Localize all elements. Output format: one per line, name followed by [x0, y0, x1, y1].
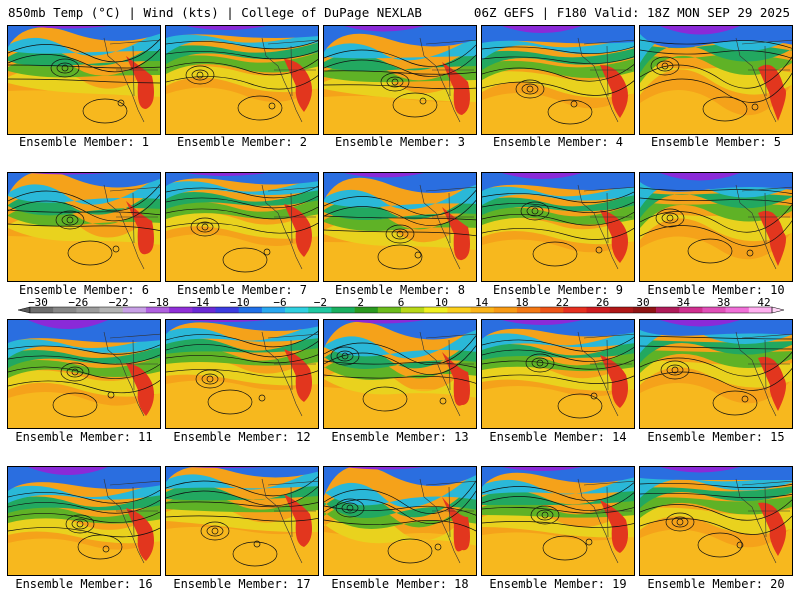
colorbar-segment	[493, 307, 518, 313]
colorbar-tick-label: 6	[397, 296, 405, 309]
colorbar-tick-label: −18	[149, 296, 169, 309]
colorbar-tick-label: 22	[555, 296, 569, 309]
ensemble-member-caption: Ensemble Member: 7	[176, 283, 308, 297]
colorbar-tick-label: 42	[757, 296, 771, 309]
colorbar-segment	[748, 307, 773, 313]
colorbar-segment	[169, 307, 193, 313]
ensemble-map-panel	[165, 319, 319, 429]
colorbar-segment	[122, 307, 147, 313]
ensemble-member-caption: Ensemble Member: 10	[647, 283, 785, 297]
ensemble-member-caption: Ensemble Member: 12	[173, 430, 311, 444]
colorbar-segment	[285, 307, 309, 313]
colorbar-segment	[447, 307, 471, 313]
colorbar-segment	[145, 307, 170, 313]
colorbar-segment	[424, 307, 448, 313]
ensemble-map-panel	[639, 172, 793, 282]
colorbar-segment	[586, 307, 610, 313]
colorbar-segment	[53, 307, 77, 313]
colorbar-tick-label: −6	[273, 296, 287, 309]
colorbar-tick-label: 38	[717, 296, 731, 309]
colorbar-segment	[354, 307, 379, 313]
colorbar-segment	[702, 307, 726, 313]
ensemble-map-panel	[323, 466, 477, 576]
temperature-colorbar	[17, 306, 785, 314]
header-right-title: 06Z GEFS | F180 Valid: 18Z MON SEP 29 20…	[473, 5, 790, 20]
colorbar-tick-label: 18	[515, 296, 529, 309]
colorbar-tick-label: −10	[229, 296, 250, 309]
colorbar-outline	[29, 306, 773, 314]
colorbar-segment	[540, 307, 564, 313]
ensemble-map-panel	[165, 466, 319, 576]
colorbar-segment	[261, 307, 286, 313]
colorbar-segment	[656, 307, 680, 313]
colorbar-tick-label: 14	[475, 296, 489, 309]
ensemble-member-caption: Ensemble Member: 6	[18, 283, 150, 297]
ensemble-map-panel	[323, 172, 477, 282]
ensemble-map-panel	[7, 25, 161, 135]
colorbar-tick-label: 30	[636, 296, 650, 309]
colorbar-segment	[679, 307, 703, 313]
colorbar-tick-label: −22	[108, 296, 129, 309]
ensemble-member-caption: Ensemble Member: 4	[492, 135, 624, 149]
colorbar-segment	[632, 307, 657, 313]
ensemble-map-panel	[7, 172, 161, 282]
ensemble-member-caption: Ensemble Member: 17	[173, 577, 311, 591]
ensemble-map-panel	[481, 466, 635, 576]
colorbar-tick-label: 10	[434, 296, 448, 309]
ensemble-map-panel	[165, 172, 319, 282]
colorbar-segment	[563, 307, 587, 313]
ensemble-map-panel	[639, 25, 793, 135]
ensemble-map-panel	[481, 172, 635, 282]
colorbar-segment	[192, 307, 216, 313]
colorbar-max-arrow	[771, 306, 785, 314]
ensemble-member-caption: Ensemble Member: 11	[15, 430, 153, 444]
colorbar-tick-label: −30	[28, 296, 48, 309]
ensemble-map-panel	[323, 319, 477, 429]
ensemble-member-caption: Ensemble Member: 1	[18, 135, 150, 149]
ensemble-member-caption: Ensemble Member: 18	[331, 577, 469, 591]
colorbar-tick-label: 34	[676, 296, 690, 309]
ensemble-member-caption: Ensemble Member: 16	[15, 577, 153, 591]
colorbar-segment	[331, 307, 355, 313]
colorbar-segment	[377, 307, 402, 313]
ensemble-map-panel	[639, 319, 793, 429]
ensemble-map-panel	[323, 25, 477, 135]
ensemble-member-caption: Ensemble Member: 5	[650, 135, 782, 149]
ensemble-member-caption: Ensemble Member: 14	[489, 430, 627, 444]
colorbar-segment	[401, 307, 425, 313]
colorbar-segment	[238, 307, 263, 313]
ensemble-member-caption: Ensemble Member: 19	[489, 577, 627, 591]
ensemble-member-caption: Ensemble Member: 13	[331, 430, 469, 444]
header-left-title: 850mb Temp (°C) | Wind (kts) | College o…	[8, 5, 422, 20]
colorbar-tick-label: −2	[313, 296, 327, 309]
colorbar-tick-label: −14	[189, 296, 210, 309]
ensemble-map-panel	[639, 466, 793, 576]
ensemble-map-panel	[481, 25, 635, 135]
colorbar-segment	[609, 307, 634, 313]
colorbar-segment	[516, 307, 541, 313]
colorbar-segment	[30, 307, 54, 313]
colorbar-segment	[215, 307, 239, 313]
colorbar-tick-label: 26	[596, 296, 610, 309]
ensemble-member-caption: Ensemble Member: 9	[492, 283, 624, 297]
ensemble-map-panel	[165, 25, 319, 135]
ensemble-member-caption: Ensemble Member: 3	[334, 135, 466, 149]
ensemble-member-caption: Ensemble Member: 20	[647, 577, 785, 591]
ensemble-map-panel	[481, 319, 635, 429]
colorbar-segment	[470, 307, 495, 313]
ensemble-map-panel	[7, 466, 161, 576]
colorbar-segment	[99, 307, 124, 313]
colorbar-tick-label: 2	[357, 296, 364, 309]
ensemble-member-caption: Ensemble Member: 8	[334, 283, 466, 297]
colorbar-segment	[76, 307, 100, 313]
ensemble-member-caption: Ensemble Member: 2	[176, 135, 308, 149]
ensemble-member-caption: Ensemble Member: 15	[647, 430, 785, 444]
colorbar-tick-label: −26	[68, 296, 89, 309]
ensemble-map-panel	[7, 319, 161, 429]
colorbar-segment	[308, 307, 332, 313]
colorbar-segment	[725, 307, 750, 313]
